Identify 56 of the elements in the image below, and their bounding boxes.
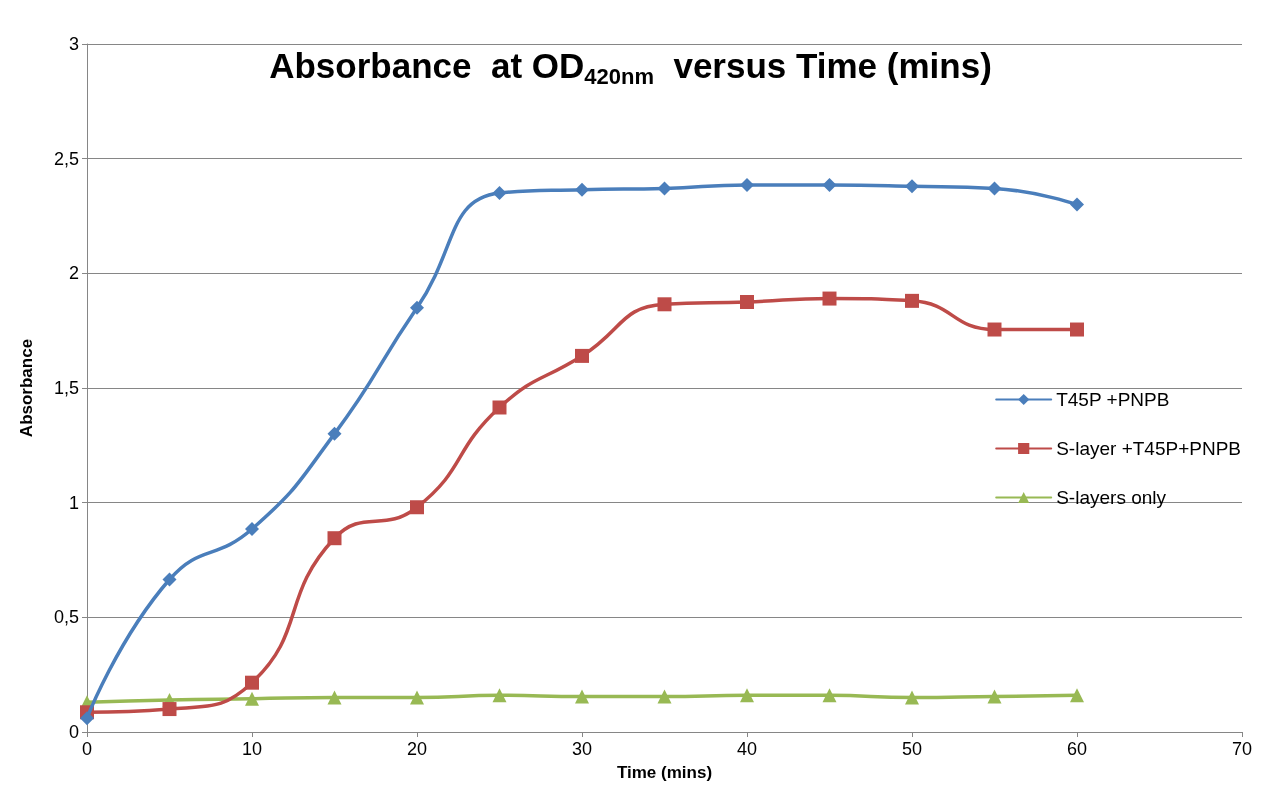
x-tick-label: 0	[81, 739, 93, 759]
legend-label: S-layer +T45P+PNPB	[1056, 438, 1242, 459]
x-tick-label: 70	[1231, 739, 1253, 759]
x-tick-label: 10	[241, 739, 263, 759]
point	[987, 689, 1002, 704]
point	[987, 322, 1002, 337]
y-tick-label: 0,5	[53, 607, 79, 628]
point	[410, 300, 424, 315]
point	[80, 711, 94, 726]
x-tick-label: 40	[736, 739, 758, 759]
x-axis-title: Time (mins)	[616, 763, 713, 782]
point	[905, 690, 919, 705]
point	[327, 531, 342, 546]
point	[905, 179, 919, 194]
point	[575, 689, 589, 704]
point	[657, 297, 672, 312]
legend-label: T45P +PNPB	[1056, 389, 1170, 410]
point	[410, 500, 424, 515]
point	[327, 426, 342, 441]
y-tick-label: 3	[68, 34, 79, 54]
point	[245, 691, 259, 706]
point	[740, 178, 754, 193]
point	[740, 295, 754, 309]
point	[162, 572, 177, 587]
y-tick-label: 1,5	[53, 378, 79, 398]
point	[492, 688, 507, 703]
x-tick-label: 20	[406, 739, 428, 759]
legend-label: S-layers only	[1056, 487, 1167, 508]
point	[575, 182, 589, 197]
point	[245, 522, 259, 537]
x-tick-label: 50	[901, 739, 923, 759]
point	[657, 181, 672, 196]
point	[327, 690, 342, 705]
point	[575, 348, 589, 363]
y-tick-label: 2,5	[53, 148, 79, 169]
y-tick-label: 1	[68, 492, 79, 513]
point	[822, 688, 837, 703]
point	[1070, 322, 1084, 337]
y-tick-label: 2	[68, 263, 79, 284]
point	[740, 688, 754, 703]
x-tick-label: 30	[571, 739, 593, 759]
point	[245, 675, 259, 690]
point	[822, 178, 837, 193]
x-tick-label: 60	[1066, 739, 1088, 759]
point	[492, 186, 507, 201]
y-axis-title: Absorbance	[17, 338, 36, 438]
y-tick-label: 0	[68, 722, 79, 742]
point	[1070, 688, 1084, 703]
point	[410, 690, 424, 705]
point	[162, 702, 177, 717]
point	[657, 689, 672, 704]
point	[905, 293, 919, 308]
point	[822, 291, 837, 306]
point	[987, 181, 1002, 196]
point	[492, 400, 507, 415]
point	[1070, 197, 1084, 212]
